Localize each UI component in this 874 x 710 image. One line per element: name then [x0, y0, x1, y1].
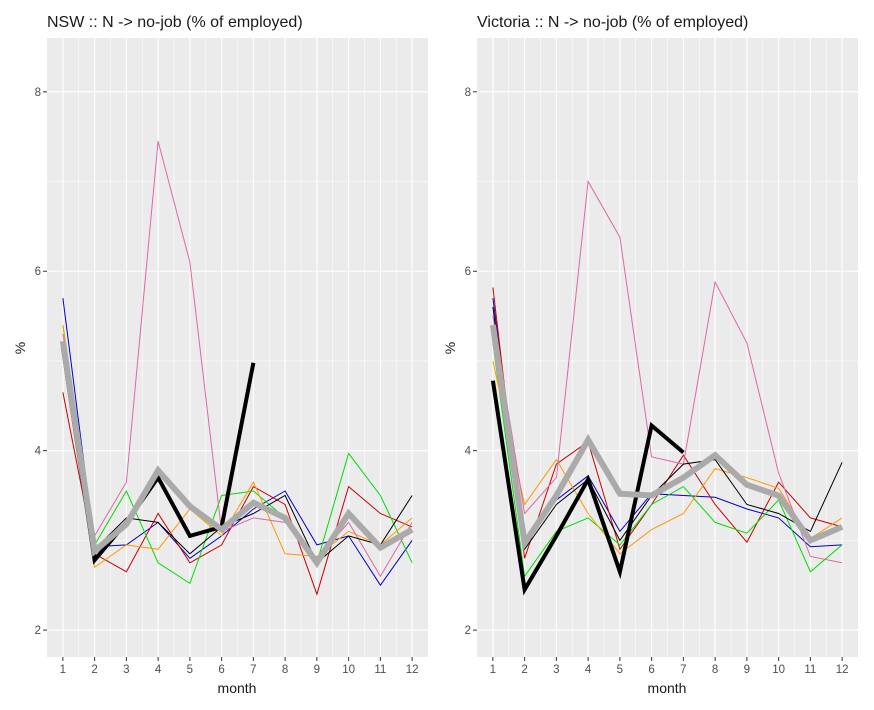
x-tick-label: 12 — [836, 664, 849, 676]
victoria-y-axis-title: % — [442, 342, 458, 354]
x-tick-label: 1 — [60, 664, 66, 676]
x-tick-label: 6 — [218, 664, 224, 676]
x-tick-label: 9 — [744, 664, 750, 676]
x-tick-label: 10 — [342, 664, 355, 676]
victoria-panel: Victoria :: N -> no-job (% of employed) … — [442, 14, 858, 696]
nsw-y-axis-title: % — [12, 342, 28, 354]
y-tick-label: 2 — [465, 625, 471, 637]
nsw-series-orange-line — [62, 325, 413, 569]
nsw-series-average-line — [59, 340, 414, 569]
x-tick-label: 2 — [91, 664, 97, 676]
x-tick-label: 3 — [123, 664, 129, 676]
nsw-series-blue-line — [62, 298, 413, 587]
victoria-series-orange-line — [492, 360, 843, 555]
x-tick-label: 2 — [521, 664, 527, 676]
x-tick-label: 10 — [772, 664, 785, 676]
y-tick-label: 4 — [465, 446, 472, 458]
x-tick-label: 11 — [374, 664, 386, 676]
nsw-series-green-line — [62, 325, 413, 585]
y-tick-label: 2 — [35, 625, 41, 637]
nsw-x-axis-title: month — [218, 680, 257, 696]
x-tick-label: 3 — [553, 664, 559, 676]
nsw-series-pink-line — [62, 141, 413, 578]
nsw-series-black-line — [62, 351, 413, 564]
y-tick-label: 4 — [35, 446, 42, 458]
x-tick-label: 5 — [617, 664, 623, 676]
victoria-series-current-year-line — [490, 380, 685, 596]
x-tick-label: 11 — [804, 664, 816, 676]
x-tick-label: 4 — [155, 664, 162, 676]
nsw-chart-title: NSW :: N -> no-job (% of employed) — [47, 14, 303, 31]
x-tick-label: 5 — [187, 664, 193, 676]
y-tick-label: 6 — [465, 266, 471, 278]
victoria-chart-title: Victoria :: N -> no-job (% of employed) — [477, 14, 748, 31]
nsw-series — [59, 141, 414, 596]
victoria-series-black-line — [492, 307, 843, 551]
x-tick-label: 8 — [282, 664, 288, 676]
y-tick-label: 8 — [35, 87, 41, 99]
x-tick-label: 6 — [648, 664, 654, 676]
y-tick-label: 8 — [465, 87, 471, 99]
x-tick-label: 12 — [406, 664, 419, 676]
victoria-series-average-line — [489, 324, 844, 552]
x-tick-label: 8 — [712, 664, 718, 676]
victoria-gridlines — [477, 38, 858, 657]
x-tick-label: 1 — [490, 664, 496, 676]
x-tick-label: 4 — [585, 664, 592, 676]
x-tick-label: 7 — [680, 664, 686, 676]
victoria-x-axis-title: month — [648, 680, 687, 696]
x-tick-label: 9 — [314, 664, 320, 676]
y-tick-label: 6 — [35, 266, 41, 278]
victoria-series — [489, 179, 844, 596]
victoria-series-green-line — [492, 342, 843, 578]
victoria-series-pink-line — [492, 179, 843, 564]
x-tick-label: 7 — [250, 664, 256, 676]
